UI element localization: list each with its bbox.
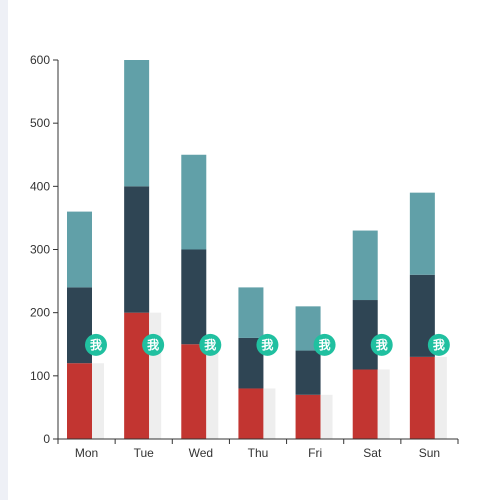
marker-sat: 我: [370, 333, 393, 356]
marker-circle: [256, 333, 279, 356]
background-bar-mon: [92, 363, 104, 439]
marker-circle: [142, 333, 165, 356]
x-tick-label-tue: Tue: [134, 446, 155, 460]
bar-fri-segment-2: [295, 350, 321, 395]
marker-circle: [313, 333, 336, 356]
y-tick-label: 500: [30, 116, 50, 130]
marker-label: 我: [376, 337, 388, 352]
bar-sat-segment-2: [352, 300, 378, 370]
bar-fri-segment-1: [295, 394, 321, 439]
bar-thu-segment-1: [238, 388, 264, 439]
marker-label: 我: [204, 337, 216, 352]
background-bar-wed: [206, 344, 219, 439]
marker-label: 我: [319, 337, 331, 352]
marker-fri: 我: [313, 333, 336, 356]
x-tick-label-mon: Mon: [75, 446, 98, 460]
bar-sun-segment-3: [409, 192, 435, 275]
window-edge-strip: [0, 0, 8, 500]
marker-circle: [427, 333, 450, 356]
x-tick-label-sat: Sat: [363, 446, 382, 460]
bars-group: [67, 60, 447, 439]
bar-sat-segment-3: [352, 230, 378, 301]
bar-tue-segment-1: [124, 312, 150, 439]
marker-tue: 我: [142, 333, 165, 356]
background-bar-sat: [377, 369, 390, 439]
bar-mon-segment-1: [67, 363, 92, 439]
markers-group: 我我我我我我我: [85, 333, 450, 356]
bar-sun-segment-1: [409, 356, 435, 439]
marker-circle: [370, 333, 393, 356]
background-bar-thu: [263, 388, 276, 439]
marker-sun: 我: [427, 333, 450, 356]
marker-label: 我: [433, 337, 445, 352]
y-tick-label: 100: [30, 369, 50, 383]
bar-mon-segment-3: [67, 211, 92, 288]
marker-wed: 我: [199, 333, 222, 356]
bar-wed-segment-2: [181, 249, 207, 345]
marker-label: 我: [261, 337, 273, 352]
marker-label: 我: [147, 337, 159, 352]
x-tick-label-thu: Thu: [248, 446, 269, 460]
marker-circle: [85, 333, 107, 356]
x-tick-label-wed: Wed: [189, 446, 213, 460]
background-bar-tue: [149, 312, 162, 439]
x-tick-label-fri: Fri: [308, 446, 322, 460]
x-tick-label-sun: Sun: [419, 446, 440, 460]
y-tick-label: 600: [30, 53, 50, 67]
bar-wed-segment-3: [181, 154, 207, 250]
background-bar-fri: [320, 394, 333, 439]
marker-mon: 我: [85, 333, 107, 356]
y-tick-label: 0: [43, 432, 50, 446]
y-tick-label: 300: [30, 243, 50, 257]
marker-thu: 我: [256, 333, 279, 356]
bar-wed-segment-1: [181, 344, 207, 439]
y-tick-label: 400: [30, 179, 50, 193]
marker-circle: [199, 333, 222, 356]
y-tick-label: 200: [30, 306, 50, 320]
bar-tue-segment-2: [124, 186, 150, 313]
axes-group: 0 100 200 300 400 500 600 Mon Tue Wed Thu Fri Sat Sun: [30, 53, 459, 460]
bar-tue-segment-3: [124, 60, 150, 187]
marker-label: 我: [90, 337, 102, 352]
bar-thu-segment-3: [238, 287, 264, 338]
bar-sat-segment-1: [352, 369, 378, 439]
background-bar-sun: [434, 356, 447, 439]
